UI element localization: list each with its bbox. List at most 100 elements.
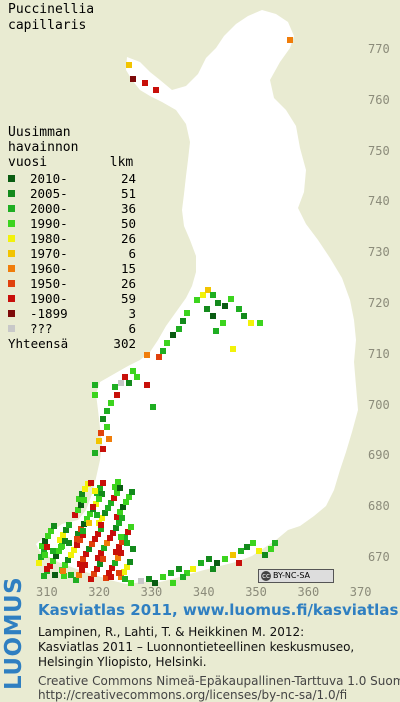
observation-cell <box>184 570 190 576</box>
observation-cell <box>94 566 100 572</box>
observation-cell <box>122 534 128 540</box>
observation-dots <box>36 37 293 586</box>
observation-cell <box>57 537 63 543</box>
legend-count: 59 <box>120 291 136 306</box>
observation-cell <box>115 555 121 561</box>
observation-cell <box>124 540 130 546</box>
legend-label: 1970- <box>30 246 68 261</box>
observation-cell <box>125 529 131 535</box>
legend-row: 1980- 26 <box>8 231 136 246</box>
observation-cell <box>114 392 120 398</box>
legend-label: 1960- <box>30 261 68 276</box>
observation-cell <box>91 571 97 577</box>
observation-cell <box>130 76 136 82</box>
observation-cell <box>71 547 77 553</box>
observation-cell <box>101 545 107 551</box>
observation-cell <box>114 490 120 496</box>
observation-cell <box>56 548 62 554</box>
observation-cell <box>78 502 84 508</box>
observation-cell <box>230 346 236 352</box>
observation-cell <box>112 560 118 566</box>
legend-label: 2010- <box>30 171 68 186</box>
x-tick-label: 350 <box>245 585 267 599</box>
observation-cell <box>102 510 108 516</box>
observation-cell <box>168 570 174 576</box>
observation-cell <box>116 570 122 576</box>
observation-cell <box>87 511 93 517</box>
legend-label: ??? <box>30 321 53 336</box>
observation-cell <box>104 424 110 430</box>
observation-cell <box>95 555 101 561</box>
observation-cell <box>88 576 94 582</box>
observation-cell <box>84 516 90 522</box>
observation-cell <box>241 313 247 319</box>
legend-label: 2005- <box>30 186 68 201</box>
cc-license-badge[interactable]: cc BY-NC-SA <box>258 569 334 583</box>
observation-cell <box>50 558 56 564</box>
observation-cell <box>82 486 88 492</box>
observation-cell <box>88 480 94 486</box>
observation-cell <box>105 505 111 511</box>
observation-cell <box>100 556 106 562</box>
observation-cell <box>205 287 211 293</box>
observation-cell <box>111 495 117 501</box>
observation-cell <box>92 382 98 388</box>
observation-cell <box>68 572 74 578</box>
observation-cell <box>98 522 104 528</box>
citation-line-3: Helsingin Yliopisto, Helsinki. <box>38 655 207 669</box>
observation-cell <box>106 570 112 576</box>
legend-swatch <box>8 175 15 182</box>
observation-cell <box>61 573 67 579</box>
observation-cell <box>142 80 148 86</box>
observation-cell <box>146 576 152 582</box>
observation-cell <box>262 552 268 558</box>
observation-cell <box>72 512 78 518</box>
observation-cell <box>108 400 114 406</box>
legend-row: 1950- 26 <box>8 276 136 291</box>
observation-cell <box>104 408 110 414</box>
observation-cell <box>44 544 50 550</box>
observation-cell <box>100 480 106 486</box>
legend-header: Uusimman havainnon vuosi lkm <box>8 125 133 170</box>
license-url[interactable]: http://creativecommons.org/licenses/by-n… <box>38 688 348 702</box>
observation-cell <box>126 380 132 386</box>
observation-cell <box>256 548 262 554</box>
observation-cell <box>44 566 50 572</box>
observation-cell <box>50 548 56 554</box>
luomus-logo: LUOMUS <box>1 576 27 690</box>
legend-count: 50 <box>120 216 136 231</box>
observation-cell <box>115 479 121 485</box>
observation-cell <box>38 554 44 560</box>
observation-cell <box>42 538 48 544</box>
observation-cell <box>104 540 110 546</box>
observation-cell <box>107 535 113 541</box>
observation-cell <box>160 574 166 580</box>
observation-cell <box>41 573 47 579</box>
x-tick-label: 370 <box>349 585 372 599</box>
legend-row: 2010- 24 <box>8 171 136 186</box>
observation-cell <box>116 544 122 550</box>
observation-cell <box>238 548 244 554</box>
legend-row: 1900- 59 <box>8 291 136 306</box>
x-tick-label: 330 <box>140 585 163 599</box>
observation-cell <box>124 564 130 570</box>
observation-cell <box>42 552 48 558</box>
observation-cell <box>117 485 123 491</box>
observation-cell <box>222 303 228 309</box>
observation-cell <box>97 561 103 567</box>
observation-cell <box>194 297 200 303</box>
observation-cell <box>63 527 69 533</box>
observation-cell <box>86 546 92 552</box>
observation-cell <box>80 556 86 562</box>
atlas-link[interactable]: Kasviatlas 2011, www.luomus.fi/kasviatla… <box>38 601 399 619</box>
observation-cell <box>112 484 118 490</box>
species-name-line1: Puccinellia <box>8 2 95 17</box>
legend: 2010- 24 2005- 51 2000- 36 1990- 50 1980- 26 1970-… <box>8 171 136 336</box>
legend-count: 26 <box>120 276 136 291</box>
total-value: 302 <box>113 336 136 351</box>
legend-swatch <box>8 265 15 272</box>
observation-cell <box>180 574 186 580</box>
observation-cell <box>198 560 204 566</box>
legend-count: 26 <box>120 231 136 246</box>
observation-cell <box>92 450 98 456</box>
